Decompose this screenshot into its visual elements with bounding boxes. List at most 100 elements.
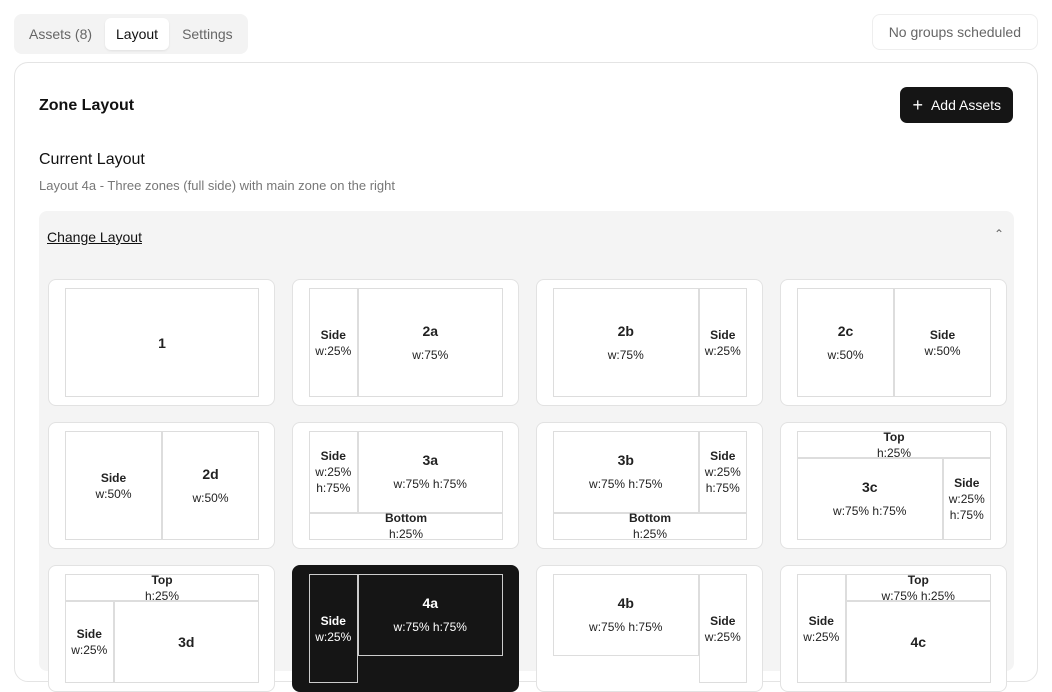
zone-name: Side bbox=[320, 613, 346, 628]
layout-option-3c[interactable]: Top h:25% 3c w:75% h:75% Side w:25% h:75% bbox=[780, 422, 1007, 549]
zone: 4b w:75% h:75% bbox=[553, 574, 699, 656]
zone-size: w:50% bbox=[924, 343, 961, 358]
layout-option-2d[interactable]: Side w:50% 2d w:50% bbox=[48, 422, 275, 549]
zone-size: h:25% bbox=[388, 527, 424, 542]
zone-name: Bottom bbox=[385, 511, 427, 526]
zone-name: Side bbox=[710, 613, 736, 628]
zone-size: w:25% bbox=[704, 629, 741, 644]
zone-size: w:75% h:75% bbox=[393, 619, 467, 634]
zone-name: 4a bbox=[422, 594, 439, 611]
zone: Top h:25% bbox=[797, 429, 991, 460]
layout-preview: 2c w:50% Side w:50% bbox=[797, 288, 991, 397]
layout-option-4c[interactable]: Side w:25% Top w:75% h:25% 4c bbox=[780, 565, 1007, 692]
zone: 2b w:75% bbox=[553, 288, 699, 397]
layout-preview: Top h:25% 3c w:75% h:75% Side w:25% h:75% bbox=[797, 429, 991, 540]
zone-name: Bottom bbox=[629, 511, 671, 526]
tab-settings[interactable]: Settings bbox=[182, 26, 233, 42]
layout-option-3d[interactable]: Top h:25% Side w:25% 3d bbox=[48, 565, 275, 692]
zone-name: Top bbox=[151, 572, 173, 587]
add-assets-button[interactable]: + Add Assets bbox=[900, 87, 1013, 123]
zone: Side w:25% h:75% bbox=[942, 458, 991, 540]
layout-option-4a[interactable]: Side w:25% 4a w:75% h:75% bbox=[292, 565, 519, 692]
change-layout-toggle[interactable]: Change Layout bbox=[47, 229, 142, 245]
zone-name: 2d bbox=[202, 465, 219, 482]
tab-assets[interactable]: Assets (8) bbox=[29, 26, 93, 42]
layout-preview: Top h:25% Side w:25% 3d bbox=[65, 572, 259, 683]
layout-option-2b[interactable]: 2b w:75% Side w:25% bbox=[536, 279, 763, 406]
zone: Side w:25% h:75% bbox=[698, 431, 747, 513]
zone-size: w:25% bbox=[315, 464, 352, 479]
zone-size: w:25% bbox=[315, 343, 352, 358]
layout-option-3b[interactable]: 3b w:75% h:75% Side w:25% h:75% Bottom h:25% bbox=[536, 422, 763, 549]
zone-size: w:50% bbox=[827, 347, 864, 362]
zone-name: Side bbox=[710, 327, 736, 342]
zone: 4c bbox=[845, 601, 991, 683]
zone: Side w:25% bbox=[309, 288, 358, 397]
layout-option-3a[interactable]: Side w:25% h:75% 3a w:75% h:75% Bottom h:25% bbox=[292, 422, 519, 549]
layout-preview: Side w:25% 2a w:75% bbox=[309, 288, 503, 397]
layout-preview: Side w:25% Top w:75% h:25% 4c bbox=[797, 572, 991, 683]
zone-name: Top bbox=[883, 429, 905, 444]
page-title: Zone Layout bbox=[39, 97, 135, 114]
tab-layout[interactable]: Layout bbox=[105, 18, 170, 50]
layout-option-4b[interactable]: 4b w:75% h:75% Side w:25% bbox=[536, 565, 763, 692]
zone: 3a w:75% h:75% bbox=[357, 431, 503, 513]
zone-size: h:25% bbox=[632, 527, 668, 542]
zone: 1 bbox=[65, 288, 259, 397]
zone-name: 3c bbox=[861, 479, 878, 496]
zone-name: Side bbox=[320, 448, 346, 463]
layout-option-2c[interactable]: 2c w:50% Side w:50% bbox=[780, 279, 1007, 406]
layout-option-1[interactable]: 1 bbox=[48, 279, 275, 406]
zone: 3b w:75% h:75% bbox=[553, 431, 699, 513]
zone-name: 4c bbox=[910, 634, 927, 651]
zone: Side w:25% h:75% bbox=[309, 431, 358, 513]
zone-size: w:75% h:75% bbox=[393, 476, 467, 491]
zone: Side w:25% bbox=[65, 601, 114, 683]
zone: Side w:25% bbox=[797, 574, 846, 683]
layout-options-grid: 1 Side w:25% 2a w:75% 2b w:75% Side w:25% 2c w:50%… bbox=[48, 279, 1007, 692]
zone: 2d w:50% bbox=[162, 431, 259, 540]
zone: 4a w:75% h:75% bbox=[357, 574, 503, 656]
zone: Side w:25% bbox=[309, 574, 358, 683]
zone-name: 2c bbox=[837, 322, 854, 339]
zone-size: h:25% bbox=[144, 588, 180, 603]
layout-preview: Side w:25% 4a w:75% h:75% bbox=[309, 574, 503, 683]
zone-name: Side bbox=[929, 327, 956, 342]
plus-icon: + bbox=[912, 95, 923, 115]
chevron-up-icon[interactable]: ⌃ bbox=[993, 227, 1004, 241]
zone-size: h:75% bbox=[949, 508, 984, 523]
zone: 2a w:75% bbox=[357, 288, 503, 397]
zone-size: w:25% bbox=[71, 643, 108, 658]
layout-preview: 2b w:75% Side w:25% bbox=[553, 288, 747, 397]
zone: Side w:25% bbox=[698, 574, 747, 683]
schedule-status: No groups scheduled bbox=[871, 14, 1038, 50]
layout-preview: 3b w:75% h:75% Side w:25% h:75% Bottom h:25% bbox=[553, 431, 747, 542]
zone-name: Top bbox=[907, 572, 929, 587]
zone: 3c w:75% h:75% bbox=[797, 458, 943, 540]
zone-size: w:75% h:75% bbox=[833, 504, 907, 519]
zone-name: 3d bbox=[178, 634, 195, 651]
zone-name: Side bbox=[76, 627, 102, 642]
layout-preview: Side w:25% h:75% 3a w:75% h:75% Bottom h:25% bbox=[309, 431, 503, 542]
zone-size: w:75% h:75% bbox=[589, 476, 663, 491]
zone-size: w:25% bbox=[948, 492, 985, 507]
zone: Side w:50% bbox=[65, 431, 162, 540]
zone-name: 2a bbox=[422, 322, 439, 339]
zone-name: Side bbox=[320, 327, 346, 342]
zone-name: Side bbox=[954, 476, 980, 491]
zone-size: w:25% bbox=[315, 629, 352, 644]
zone-layout-panel: Zone Layout + Add Assets Current Layout … bbox=[14, 62, 1038, 692]
zone-size: w:50% bbox=[95, 486, 132, 501]
layout-preview: 4b w:75% h:75% Side w:25% bbox=[553, 574, 747, 683]
zone: Bottom h:25% bbox=[309, 511, 503, 542]
zone: Top h:25% bbox=[65, 572, 259, 603]
zone-size: w:25% bbox=[803, 629, 840, 644]
zone-size: w:25% bbox=[704, 343, 741, 358]
zone-size: w:50% bbox=[192, 490, 229, 505]
layout-preview: Side w:50% 2d w:50% bbox=[65, 431, 259, 540]
tab-bar: Assets (8) Layout Settings bbox=[14, 14, 248, 54]
change-layout-accordion: Change Layout ⌃ 1 Side w:25% 2a w:75% 2b w:75%… bbox=[39, 211, 1014, 692]
layout-option-2a[interactable]: Side w:25% 2a w:75% bbox=[292, 279, 519, 406]
zone: Side w:25% bbox=[698, 288, 747, 397]
zone-size: w:25% bbox=[704, 464, 741, 479]
